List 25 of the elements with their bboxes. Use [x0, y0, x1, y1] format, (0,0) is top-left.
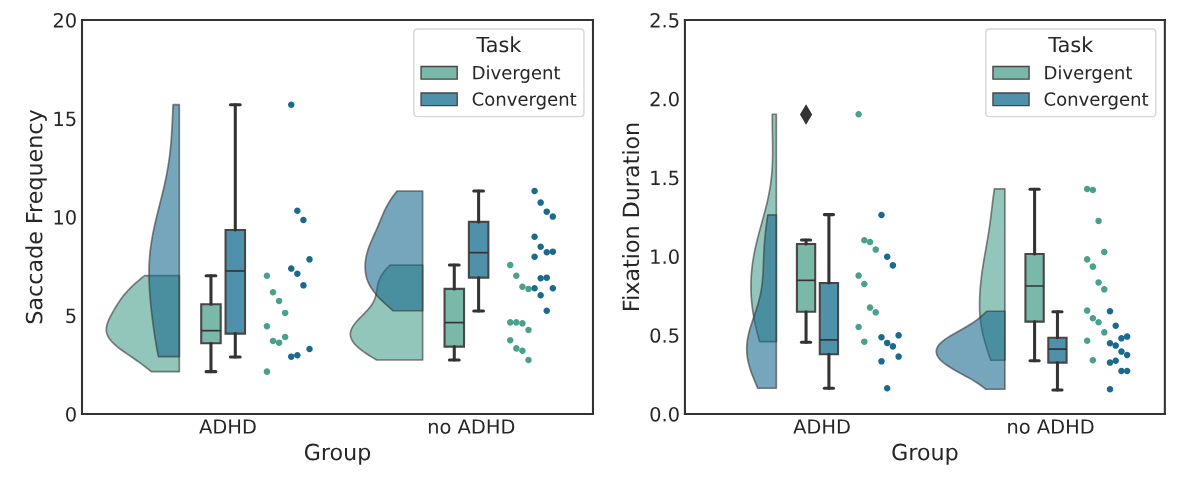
y-tick-label: 2.0	[650, 91, 679, 107]
y-tick-label: 0.0	[650, 406, 679, 422]
x-tick-label: ADHD	[793, 419, 850, 434]
legend-label: Convergent	[1044, 92, 1149, 110]
y-tick-label: 2.5	[650, 12, 679, 28]
x-axis-title: Group	[304, 443, 371, 465]
y-tick-label: 0	[66, 406, 76, 422]
legend-title: Task	[1048, 36, 1094, 53]
x-tick-label: ADHD	[199, 419, 256, 434]
y-tick-label: 15	[54, 111, 76, 127]
x-axis-title: Group	[892, 443, 958, 465]
legend-label: Divergent	[1045, 65, 1132, 83]
legend-title: Task	[476, 36, 522, 53]
legend-label: Convergent	[472, 92, 577, 110]
y-axis-title: Saccade Frequency	[25, 109, 47, 324]
x-tick-label: no ADHD	[428, 419, 515, 434]
y-tick-label: 5	[66, 308, 76, 324]
y-tick-label: 10	[54, 209, 76, 225]
y-tick-label: 1.0	[651, 249, 679, 265]
legend-label: Divergent	[473, 65, 561, 83]
y-tick-label: 0.5	[650, 328, 679, 343]
y-tick-label: 1.5	[651, 170, 679, 186]
y-tick-label: 20	[53, 12, 76, 28]
y-axis-title: Fixation Duration	[622, 123, 640, 310]
x-tick-label: no ADHD	[1008, 419, 1094, 434]
